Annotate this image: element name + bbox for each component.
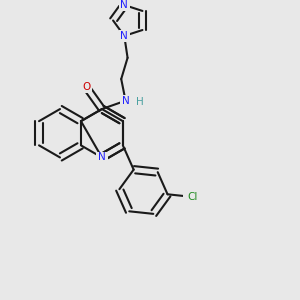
Text: O: O	[82, 82, 91, 92]
Text: H: H	[136, 97, 144, 107]
Text: N: N	[98, 152, 106, 163]
Text: N: N	[122, 96, 129, 106]
Text: Cl: Cl	[187, 192, 198, 202]
FancyBboxPatch shape	[120, 95, 131, 106]
FancyBboxPatch shape	[81, 82, 92, 93]
Text: N: N	[120, 0, 128, 10]
FancyBboxPatch shape	[119, 0, 130, 11]
Text: N: N	[120, 31, 128, 41]
FancyBboxPatch shape	[183, 191, 202, 203]
FancyBboxPatch shape	[119, 30, 130, 42]
FancyBboxPatch shape	[96, 152, 107, 164]
FancyBboxPatch shape	[135, 96, 146, 108]
